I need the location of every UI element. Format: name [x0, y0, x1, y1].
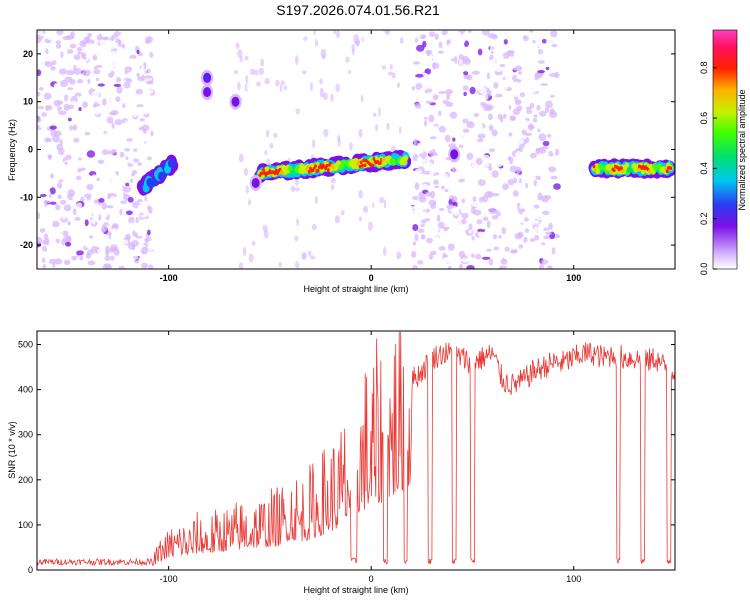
- snr-ylabel: SNR (10 * v/v): [7, 421, 17, 479]
- signal-blob: [201, 69, 214, 86]
- signal-segment: [254, 149, 412, 184]
- colorbar-tick-label: 0.6: [699, 112, 709, 125]
- y-tick-label: 0: [28, 565, 33, 575]
- y-tick-label: 200: [18, 475, 33, 485]
- snr-panel: -100 0 100 0 100 200 300 400 500 Height of strai…: [7, 330, 676, 595]
- x-tick-label: 0: [369, 574, 374, 584]
- y-tick-label: 0: [28, 145, 33, 155]
- colorbar-tick-label: 0.4: [699, 162, 709, 175]
- y-tick-label: -10: [20, 192, 33, 202]
- spectrogram-ylabel: Frequency (Hz): [7, 119, 17, 181]
- snr-series-line: [37, 331, 675, 567]
- colorbar: 0.0 0.2 0.4 0.6 0.8 Normalized spectral ampl…: [699, 29, 747, 275]
- y-tick-label: 20: [23, 49, 33, 59]
- spectrogram-xlabel: Height of straight line (km): [303, 284, 408, 294]
- colorbar-tick-label: 0.0: [699, 263, 709, 276]
- noise-band: [408, 30, 561, 269]
- colorbar-gradient: [712, 29, 738, 270]
- x-tick-label: -100: [160, 574, 178, 584]
- chart-title: S197.2026.074.01.56.R21: [276, 2, 440, 18]
- y-tick-label: 100: [18, 520, 33, 530]
- spectrogram-content: [37, 30, 675, 269]
- colorbar-ticks: 0.0 0.2 0.4 0.6 0.8: [699, 61, 717, 275]
- colorbar-tick-label: 0.2: [699, 212, 709, 225]
- colorbar-label: Normalized spectral amplitude: [737, 89, 747, 210]
- snr-ticks: -100 0 100 0 100 200 300 400 500: [18, 331, 675, 584]
- signal-segment: [136, 154, 179, 196]
- x-tick-label: 100: [566, 574, 581, 584]
- y-tick-label: 300: [18, 430, 33, 440]
- x-tick-label: 0: [369, 273, 374, 283]
- signal-blob: [229, 93, 242, 110]
- y-tick-label: 400: [18, 385, 33, 395]
- snr-xlabel: Height of straight line (km): [303, 585, 408, 595]
- noise-band: [37, 30, 156, 269]
- colorbar-tick-label: 0.8: [699, 61, 709, 74]
- y-tick-label: 10: [23, 97, 33, 107]
- signal-blob: [201, 84, 214, 101]
- y-tick-label: 500: [18, 340, 33, 350]
- snr-frame: [36, 330, 676, 571]
- x-tick-label: -100: [160, 273, 178, 283]
- y-tick-label: -20: [20, 240, 33, 250]
- signal-segment: [588, 158, 675, 179]
- x-tick-label: 100: [566, 273, 581, 283]
- noise-scatter: [233, 30, 406, 269]
- signal-blob: [249, 175, 262, 191]
- snr-content: [37, 331, 675, 567]
- signal-blob: [448, 146, 461, 163]
